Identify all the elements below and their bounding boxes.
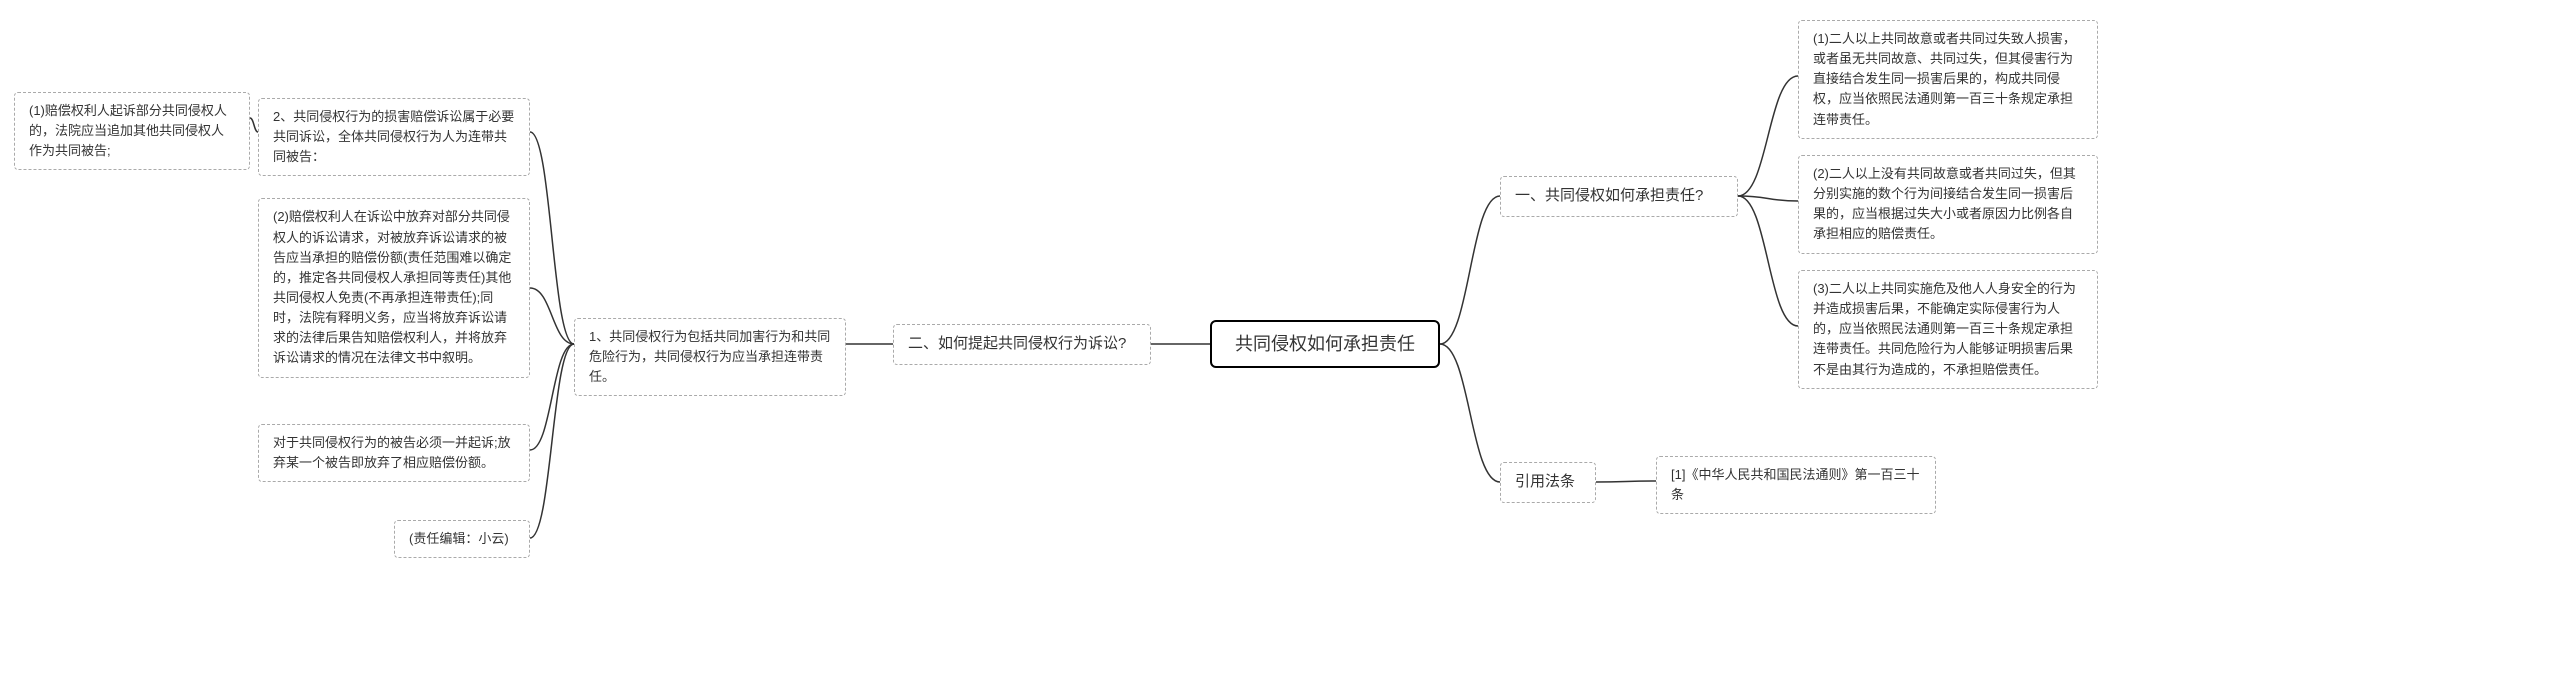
mindmap-canvas: 共同侵权如何承担责任 一、共同侵权如何承担责任? 引用法条 (1)二人以上共同故意或者…: [0, 0, 2560, 687]
node-l1b: 2、共同侵权行为的损害赔偿诉讼属于必要共同诉讼，全体共同侵权行为人为连带共同被告…: [258, 98, 530, 176]
edge-r2-r2a: [1596, 481, 1656, 482]
edge-l1a-l1c: [530, 344, 574, 450]
edge-l1b-l1b1: [250, 118, 258, 132]
edge-root-r1: [1440, 196, 1500, 344]
edge-l1a-l1b: [530, 132, 574, 344]
node-r1a: (1)二人以上共同故意或者共同过失致人损害，或者虽无共同故意、共同过失，但其侵害…: [1798, 20, 2098, 139]
node-r1c: (3)二人以上共同实施危及他人人身安全的行为并造成损害后果，不能确定实际侵害行为…: [1798, 270, 2098, 389]
node-root: 共同侵权如何承担责任: [1210, 320, 1440, 368]
node-r2: 引用法条: [1500, 462, 1596, 503]
edge-r1-r1a: [1738, 76, 1798, 196]
edge-r1-r1c: [1738, 196, 1798, 326]
node-l1d: (责任编辑：小云): [394, 520, 530, 558]
node-l1b1: (1)赔偿权利人起诉部分共同侵权人的，法院应当追加其他共同侵权人作为共同被告;: [14, 92, 250, 170]
node-r1b: (2)二人以上没有共同故意或者共同过失，但其分别实施的数个行为间接结合发生同一损…: [1798, 155, 2098, 254]
edge-root-r2: [1440, 344, 1500, 482]
edge-l1a-l1b2: [530, 288, 574, 344]
node-l1b2: (2)赔偿权利人在诉讼中放弃对部分共同侵权人的诉讼请求，对被放弃诉讼请求的被告应…: [258, 198, 530, 378]
node-l1c: 对于共同侵权行为的被告必须一并起诉;放弃某一个被告即放弃了相应赔偿份额。: [258, 424, 530, 482]
node-r2a: [1]《中华人民共和国民法通则》第一百三十条: [1656, 456, 1936, 514]
node-r1: 一、共同侵权如何承担责任?: [1500, 176, 1738, 217]
edge-l1a-l1d: [530, 344, 574, 538]
node-l1: 二、如何提起共同侵权行为诉讼?: [893, 324, 1151, 365]
node-l1a: 1、共同侵权行为包括共同加害行为和共同危险行为，共同侵权行为应当承担连带责任。: [574, 318, 846, 396]
edge-r1-r1b: [1738, 196, 1798, 201]
